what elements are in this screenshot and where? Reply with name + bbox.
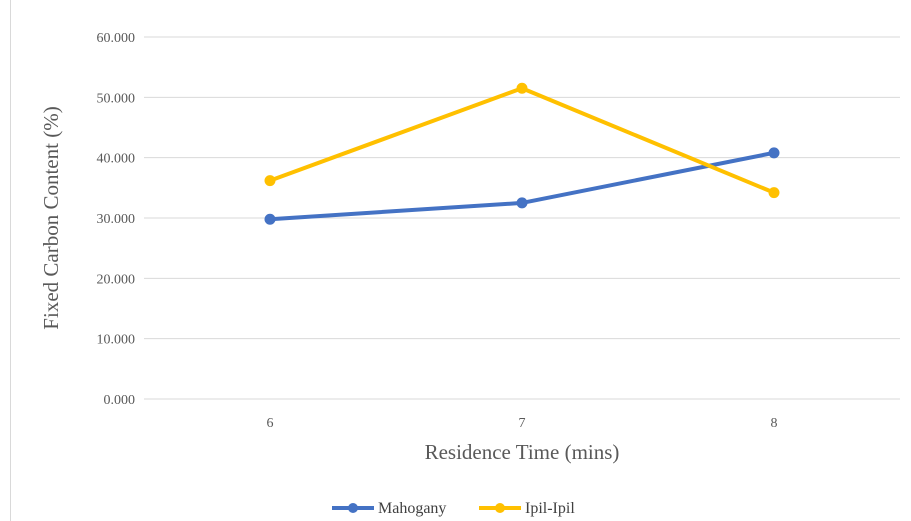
chart-left-border <box>10 0 11 521</box>
y-tick-label: 40.000 <box>97 152 136 167</box>
y-tick-labels: 0.000 10.000 20.000 30.000 40.000 50.000 60.00… <box>97 31 136 408</box>
y-tick-label: 20.000 <box>97 272 136 287</box>
y-tick-label: 0.000 <box>104 393 136 408</box>
y-tick-label: 60.000 <box>97 31 136 46</box>
legend-marker <box>348 503 358 513</box>
x-tick-label: 6 <box>267 416 274 431</box>
data-point <box>516 82 528 94</box>
legend: Mahogany Ipil-Ipil <box>332 500 575 517</box>
series-lines <box>264 82 780 225</box>
y-axis-title: Fixed Carbon Content (%) <box>39 106 63 329</box>
legend-item: Ipil-Ipil <box>479 500 575 517</box>
legend-label: Ipil-Ipil <box>525 500 575 517</box>
series-line <box>268 86 776 195</box>
y-tick-label: 30.000 <box>97 212 136 227</box>
x-axis-title: Residence Time (mins) <box>425 440 620 464</box>
x-tick-label: 7 <box>519 416 526 431</box>
x-tick-label: 8 <box>771 416 778 431</box>
y-tick-label: 50.000 <box>97 91 136 106</box>
data-point <box>516 197 528 209</box>
legend-marker <box>495 503 505 513</box>
series-ipil-ipil <box>264 82 780 199</box>
legend-label: Mahogany <box>378 500 446 517</box>
data-point <box>264 175 276 187</box>
legend-item: Mahogany <box>332 500 446 517</box>
data-point <box>264 213 276 225</box>
series-mahogany <box>264 147 780 225</box>
x-tick-labels: 6 7 8 <box>267 416 778 431</box>
data-point <box>768 187 780 199</box>
data-point <box>768 147 780 159</box>
y-tick-label: 10.000 <box>97 333 136 348</box>
